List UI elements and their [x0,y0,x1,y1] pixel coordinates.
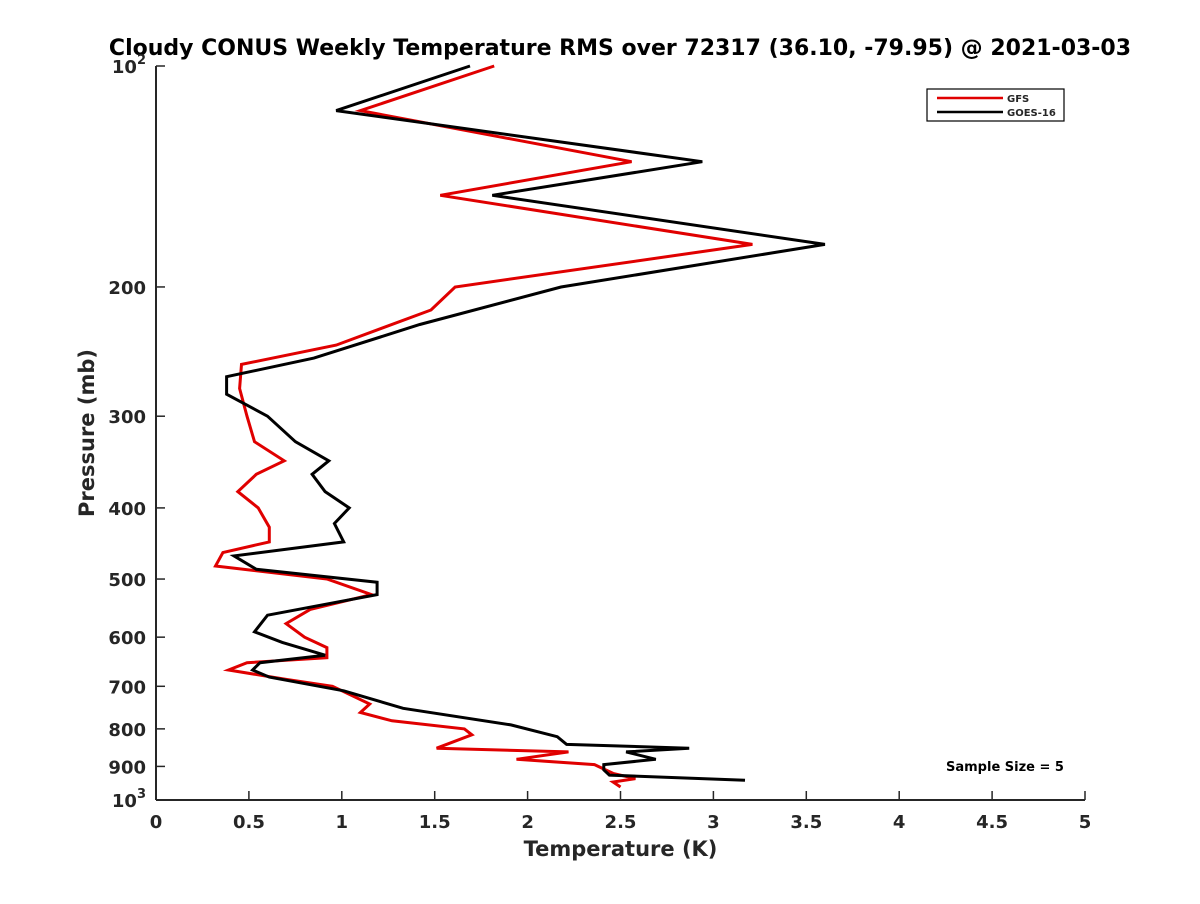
plot-area [156,66,1085,800]
y-tick-label: 900 [108,757,146,778]
sample-size-annotation: Sample Size = 5 [946,760,1064,775]
y-axis-label: Pressure (mb) [75,349,99,517]
x-tick-label: 4.5 [976,812,1008,833]
series-line-goes-16 [225,64,826,782]
y-tick-label: 103 [112,787,146,812]
y-tick-label: 500 [108,570,146,591]
y-tick-label: 800 [108,720,146,741]
x-tick-label: 1.5 [419,812,451,833]
x-tick-label: 2.5 [605,812,637,833]
y-tick-label: 200 [108,278,146,299]
y-tick-label: 300 [108,407,146,428]
y-tick-label: 102 [112,53,146,78]
x-tick-label: 2 [521,812,534,833]
x-tick-label: 4 [893,812,906,833]
x-tick-label: 3 [707,812,720,833]
x-tick-label: 0.5 [233,812,265,833]
chart-title: Cloudy CONUS Weekly Temperature RMS over… [109,36,1131,61]
x-tick-label: 0 [150,812,163,833]
x-tick-label: 3.5 [790,812,822,833]
x-axis-label: Temperature (K) [524,837,718,861]
y-tick-label: 700 [108,677,146,698]
legend-label-goes-16: GOES-16 [1007,108,1056,119]
y-tick-label: 400 [108,499,146,520]
series-layer [213,64,826,789]
tick-labels: 0 0.5 1 1.5 2 2.5 3 3.5 4 4.5 5 102 200 300 400 500 600 7… [108,53,1091,833]
legend: GFS GOES-16 [926,88,1065,122]
axes-layer [155,65,1086,801]
legend-label-gfs: GFS [1007,94,1029,105]
legend-box [926,88,1065,122]
x-tick-label: 5 [1079,812,1092,833]
y-tick-label: 600 [108,628,146,649]
x-tick-label: 1 [336,812,349,833]
